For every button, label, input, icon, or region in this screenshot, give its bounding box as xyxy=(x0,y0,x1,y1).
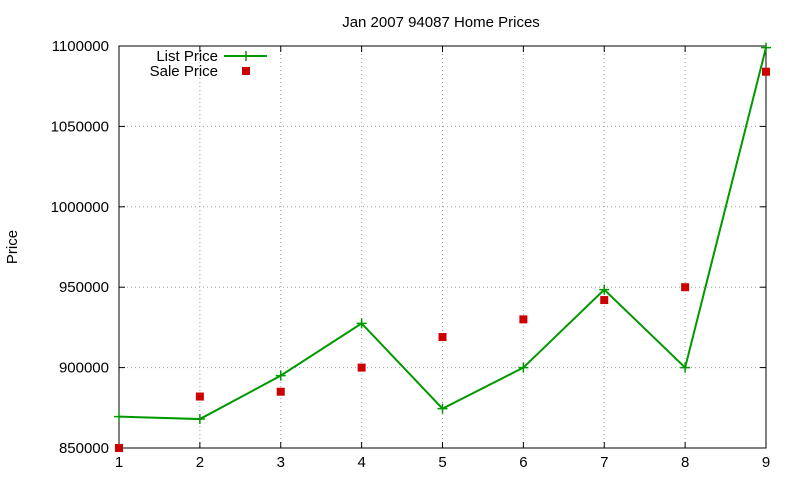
y-tick-label: 900000 xyxy=(59,360,109,377)
grid xyxy=(119,46,766,448)
list-price-point xyxy=(437,403,448,414)
x-tick-label: 1 xyxy=(115,454,123,471)
legend: List Price Sale Price xyxy=(150,48,267,80)
sale-price-point xyxy=(600,296,609,305)
chart-title: Jan 2007 94087 Home Prices xyxy=(342,14,540,31)
plot-frame xyxy=(118,45,767,449)
y-tick-label: 850000 xyxy=(59,440,109,457)
legend-marker-sale-price xyxy=(242,67,250,75)
list-price-point xyxy=(356,318,367,329)
sale-price-point xyxy=(438,333,447,342)
x-tick-label: 5 xyxy=(438,454,446,471)
x-tick-label: 6 xyxy=(519,454,527,471)
sale-price-point xyxy=(195,392,204,401)
list-price-point xyxy=(680,362,691,373)
x-tick-label: 9 xyxy=(762,454,770,471)
x-tick-label: 3 xyxy=(277,454,285,471)
x-tick-label: 4 xyxy=(357,454,365,471)
y-tick-label: 1000000 xyxy=(51,199,109,216)
x-tick-label: 7 xyxy=(600,454,608,471)
y-tick-label: 950000 xyxy=(59,279,109,296)
sale-price-point xyxy=(762,67,770,76)
y-tick-label: 1050000 xyxy=(51,118,109,135)
list-price-point xyxy=(114,411,124,422)
sale-price-point xyxy=(357,363,366,372)
x-tick-label: 8 xyxy=(681,454,689,471)
sale-price-point xyxy=(115,444,123,452)
y-axis-label: Price xyxy=(4,230,21,264)
y-tick-label: 1100000 xyxy=(52,38,109,55)
list-price-line xyxy=(118,47,767,421)
legend-label-sale-price: Sale Price xyxy=(150,63,218,80)
sale-price-point xyxy=(681,283,690,292)
list-price-point xyxy=(194,414,205,425)
list-price-point xyxy=(275,370,286,381)
axis-ticks: 1 2 3 4 5 6 7 8 9 850000 900000 950000 1000000 105000… xyxy=(51,38,771,471)
list-price-point xyxy=(518,362,529,373)
sale-price-point xyxy=(276,387,285,396)
series-layer xyxy=(114,42,771,452)
list-price-point xyxy=(761,42,771,53)
legend-marker-list-price xyxy=(241,51,251,61)
x-tick-label: 2 xyxy=(196,454,204,471)
sale-price-point xyxy=(519,315,528,324)
list-price-point xyxy=(599,284,610,295)
legend-label-list-price: List Price xyxy=(156,48,218,65)
